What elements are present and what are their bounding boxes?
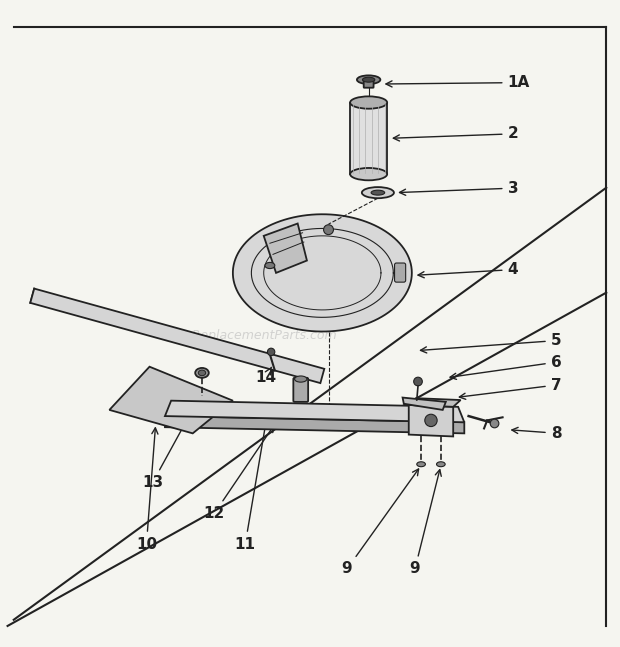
Ellipse shape bbox=[265, 263, 275, 269]
Ellipse shape bbox=[362, 187, 394, 198]
Circle shape bbox=[490, 419, 499, 428]
Text: 9: 9 bbox=[342, 469, 418, 576]
Ellipse shape bbox=[371, 190, 384, 195]
Ellipse shape bbox=[363, 77, 375, 82]
Circle shape bbox=[267, 348, 275, 356]
Circle shape bbox=[425, 414, 437, 426]
Polygon shape bbox=[402, 397, 446, 410]
Ellipse shape bbox=[436, 462, 445, 466]
Text: 10: 10 bbox=[136, 428, 158, 552]
Text: 3: 3 bbox=[399, 181, 518, 195]
Polygon shape bbox=[165, 400, 464, 422]
Polygon shape bbox=[109, 367, 233, 433]
Ellipse shape bbox=[198, 370, 206, 376]
Text: 7: 7 bbox=[459, 378, 561, 399]
Polygon shape bbox=[409, 405, 453, 437]
Text: 1A: 1A bbox=[386, 75, 529, 90]
Text: 5: 5 bbox=[420, 333, 561, 353]
Text: 6: 6 bbox=[450, 355, 562, 379]
Circle shape bbox=[414, 377, 422, 386]
Ellipse shape bbox=[195, 368, 209, 378]
Ellipse shape bbox=[417, 462, 425, 466]
FancyBboxPatch shape bbox=[364, 79, 374, 88]
Text: 8: 8 bbox=[512, 426, 561, 441]
Polygon shape bbox=[30, 289, 324, 383]
Polygon shape bbox=[350, 102, 387, 174]
Text: eReplacementParts.com: eReplacementParts.com bbox=[184, 329, 337, 342]
Text: 9: 9 bbox=[410, 470, 441, 576]
Ellipse shape bbox=[350, 168, 387, 181]
FancyBboxPatch shape bbox=[394, 263, 405, 282]
Text: 14: 14 bbox=[255, 367, 276, 385]
Text: 2: 2 bbox=[393, 126, 518, 141]
Text: 12: 12 bbox=[204, 426, 273, 521]
Text: 4: 4 bbox=[418, 262, 518, 278]
Ellipse shape bbox=[350, 96, 387, 109]
Polygon shape bbox=[409, 398, 461, 407]
Ellipse shape bbox=[294, 376, 307, 382]
Polygon shape bbox=[165, 416, 464, 433]
Text: 13: 13 bbox=[142, 408, 193, 490]
Circle shape bbox=[324, 225, 334, 235]
Polygon shape bbox=[264, 223, 307, 273]
Ellipse shape bbox=[357, 76, 380, 84]
Text: 11: 11 bbox=[235, 422, 268, 552]
FancyBboxPatch shape bbox=[293, 378, 308, 402]
Polygon shape bbox=[233, 214, 412, 331]
